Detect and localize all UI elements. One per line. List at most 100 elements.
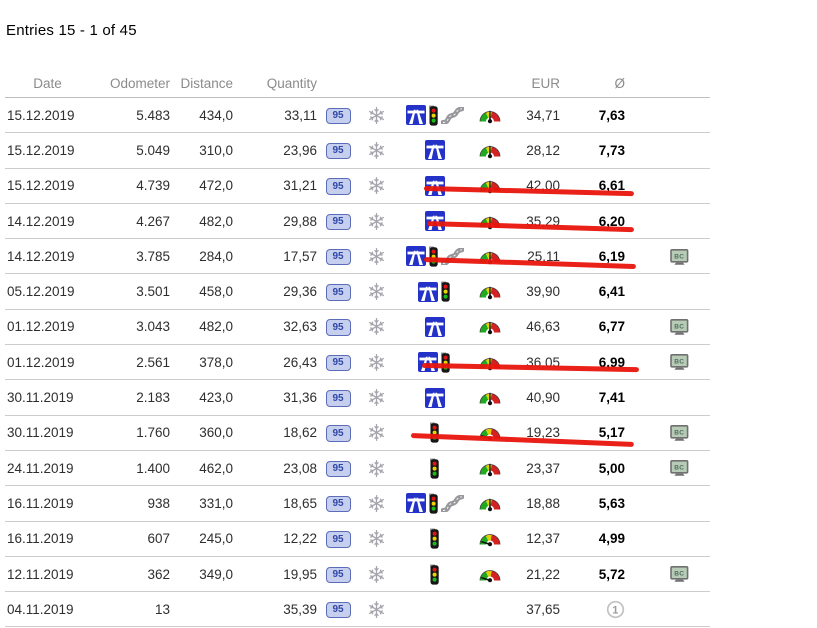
average-consumption-cell: 6,61	[563, 168, 628, 204]
svg-text:BC: BC	[674, 571, 684, 578]
motorway-icon	[405, 105, 426, 126]
table-row: 01.12.2019 3.043 482,0 32,63 95 46,63 6,77 BC	[5, 309, 710, 346]
consumption-gauge-icon	[479, 318, 501, 335]
fuel-95-badge: 95	[325, 495, 351, 513]
eur-cell: 12,37	[506, 521, 563, 557]
quantity-cell: 23,96	[236, 132, 320, 169]
bc-cell	[628, 168, 710, 204]
eur-cell: 19,23	[506, 415, 563, 451]
driving-style-cell	[473, 485, 506, 522]
eur-cell: 34,71	[506, 97, 563, 134]
road-type-cell	[396, 344, 473, 381]
road-type-cell	[396, 556, 473, 593]
quantity-cell: 18,62	[236, 415, 320, 451]
fuel-type-cell: 95	[320, 238, 356, 275]
driving-style-cell	[473, 168, 506, 204]
odometer-cell: 1.400	[90, 450, 173, 487]
svg-text:BC: BC	[674, 465, 684, 472]
eur-cell: 18,88	[506, 485, 563, 522]
bc-cell	[628, 97, 710, 134]
eur-cell: 46,63	[506, 309, 563, 346]
date-cell: 16.11.2019	[5, 485, 90, 522]
season-cell	[356, 485, 396, 522]
driving-style-cell	[473, 591, 506, 628]
road-type-cell	[396, 97, 473, 134]
eur-cell: 35,29	[506, 203, 563, 240]
consumption-gauge-icon	[479, 177, 501, 194]
driving-style-cell	[473, 132, 506, 169]
road-type-cell	[396, 521, 473, 557]
driving-style-cell	[473, 238, 506, 275]
snowflake-icon	[366, 140, 387, 161]
fuel-95-badge: 95	[325, 213, 351, 231]
traffic-light-icon	[428, 528, 441, 549]
header-roads	[396, 69, 473, 98]
average-consumption-cell: 6,41	[563, 273, 628, 310]
fuel-95-badge: 95	[325, 566, 351, 583]
bc-cell	[628, 521, 710, 557]
distance-cell	[173, 591, 236, 628]
distance-cell: 482,0	[173, 309, 236, 346]
traffic-light-icon	[428, 564, 441, 585]
fuel-95-badge: 95	[325, 248, 351, 266]
motorway-icon	[424, 387, 445, 408]
snowflake-icon	[366, 422, 387, 443]
fuel-type-cell: 95	[320, 591, 356, 628]
table-row: 15.12.2019 5.483 434,0 33,11 95 34,71 7,63	[5, 97, 710, 134]
distance-cell: 245,0	[173, 521, 236, 557]
snowflake-icon	[366, 246, 387, 267]
fuel-type-cell: 95	[320, 379, 356, 416]
fuel-95-badge: 95	[325, 319, 351, 336]
odometer-cell: 1.760	[90, 415, 173, 451]
odometer-cell: 2.561	[90, 344, 173, 381]
curvy-road-icon	[440, 247, 464, 266]
driving-style-cell	[473, 556, 506, 593]
season-cell	[356, 132, 396, 169]
header-date: Date	[5, 69, 90, 98]
motorway-icon	[405, 493, 426, 514]
average-consumption-cell: 7,73	[563, 132, 628, 169]
quantity-cell: 17,57	[236, 238, 320, 275]
date-cell: 15.12.2019	[5, 132, 90, 169]
table-row: 15.12.2019 4.739 472,0 31,21 95 42,00 6,61	[5, 168, 710, 204]
date-cell: 16.11.2019	[5, 521, 90, 557]
road-type-cell	[396, 485, 473, 522]
bc-cell: BC	[628, 556, 710, 593]
driving-style-cell	[473, 273, 506, 310]
table-row: 24.11.2019 1.400 462,0 23,08 95 23,37 5,00 BC	[5, 450, 710, 487]
eur-cell: 25,11	[506, 238, 563, 275]
fuel-type-cell: 95	[320, 97, 356, 134]
snowflake-icon	[366, 564, 387, 585]
fuel-95-badge: 95	[325, 354, 351, 372]
quantity-cell: 29,36	[236, 273, 320, 310]
fuel-type-cell: 95	[320, 273, 356, 310]
odometer-cell: 3.785	[90, 238, 173, 275]
driving-style-cell	[473, 379, 506, 416]
table-row: 14.12.2019 3.785 284,0 17,57 95 25,11 6,19 BC	[5, 238, 710, 275]
quantity-cell: 29,88	[236, 203, 320, 240]
table-row: 04.11.2019 13 35,39 95 37,65 1	[5, 591, 710, 628]
distance-cell: 331,0	[173, 485, 236, 522]
bc-cell: BC	[628, 309, 710, 346]
quantity-cell: 23,08	[236, 450, 320, 487]
distance-cell: 360,0	[173, 415, 236, 451]
fuel-type-cell: 95	[320, 485, 356, 522]
quantity-cell: 18,65	[236, 485, 320, 522]
fuel-type-cell: 95	[320, 450, 356, 487]
bc-import-icon: BC	[670, 425, 689, 441]
traffic-light-icon	[439, 352, 452, 373]
svg-text:BC: BC	[674, 324, 684, 331]
road-type-cell	[396, 379, 473, 416]
bc-import-icon: BC	[670, 319, 689, 335]
fuel-95-badge: 95	[325, 601, 351, 619]
eur-cell: 40,90	[506, 379, 563, 416]
snowflake-icon	[366, 316, 387, 337]
svg-text:BC: BC	[674, 253, 684, 260]
season-cell	[356, 168, 396, 204]
season-cell	[356, 379, 396, 416]
table-row: 15.12.2019 5.049 310,0 23,96 95 28,12 7,73	[5, 132, 710, 169]
odometer-cell: 4.739	[90, 168, 173, 204]
road-type-cell	[396, 168, 473, 204]
curvy-road-icon	[440, 105, 464, 125]
season-cell	[356, 344, 396, 381]
